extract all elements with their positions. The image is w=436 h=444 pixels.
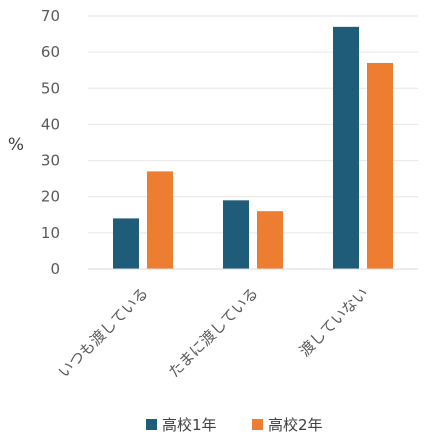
legend-label: 高校1年 [162, 416, 217, 434]
legend-swatch [252, 419, 263, 430]
x-category-label: いつも渡している [55, 284, 152, 381]
bar-2-3 [367, 62, 393, 269]
x-axis-categories: いつも渡している たまに渡している 渡していない [55, 284, 372, 381]
y-tick-label: 40 [41, 115, 60, 133]
gridlines [88, 15, 418, 234]
legend-label: 高校2年 [268, 416, 323, 434]
y-tick-label: 30 [41, 152, 60, 170]
bar-2-2 [257, 211, 283, 269]
y-axis-label: % [8, 135, 24, 155]
y-axis-ticks: 0 10 20 30 40 50 60 70 [41, 7, 60, 278]
legend: 高校1年 高校2年 [146, 416, 323, 434]
bar-2-1 [147, 171, 173, 269]
x-category-label: 渡していない [296, 284, 372, 360]
legend-swatch [146, 419, 157, 430]
y-tick-label: 20 [41, 188, 60, 206]
y-tick-label: 60 [41, 43, 60, 61]
bar-1-3 [333, 26, 359, 269]
bars [113, 26, 393, 269]
y-tick-label: 50 [41, 79, 60, 97]
y-tick-label: 10 [41, 224, 60, 242]
y-tick-label: 0 [50, 260, 60, 278]
y-tick-label: 70 [41, 7, 60, 25]
bar-1-1 [113, 218, 139, 269]
bar-1-2 [223, 200, 249, 269]
x-category-label: たまに渡している [165, 284, 262, 381]
